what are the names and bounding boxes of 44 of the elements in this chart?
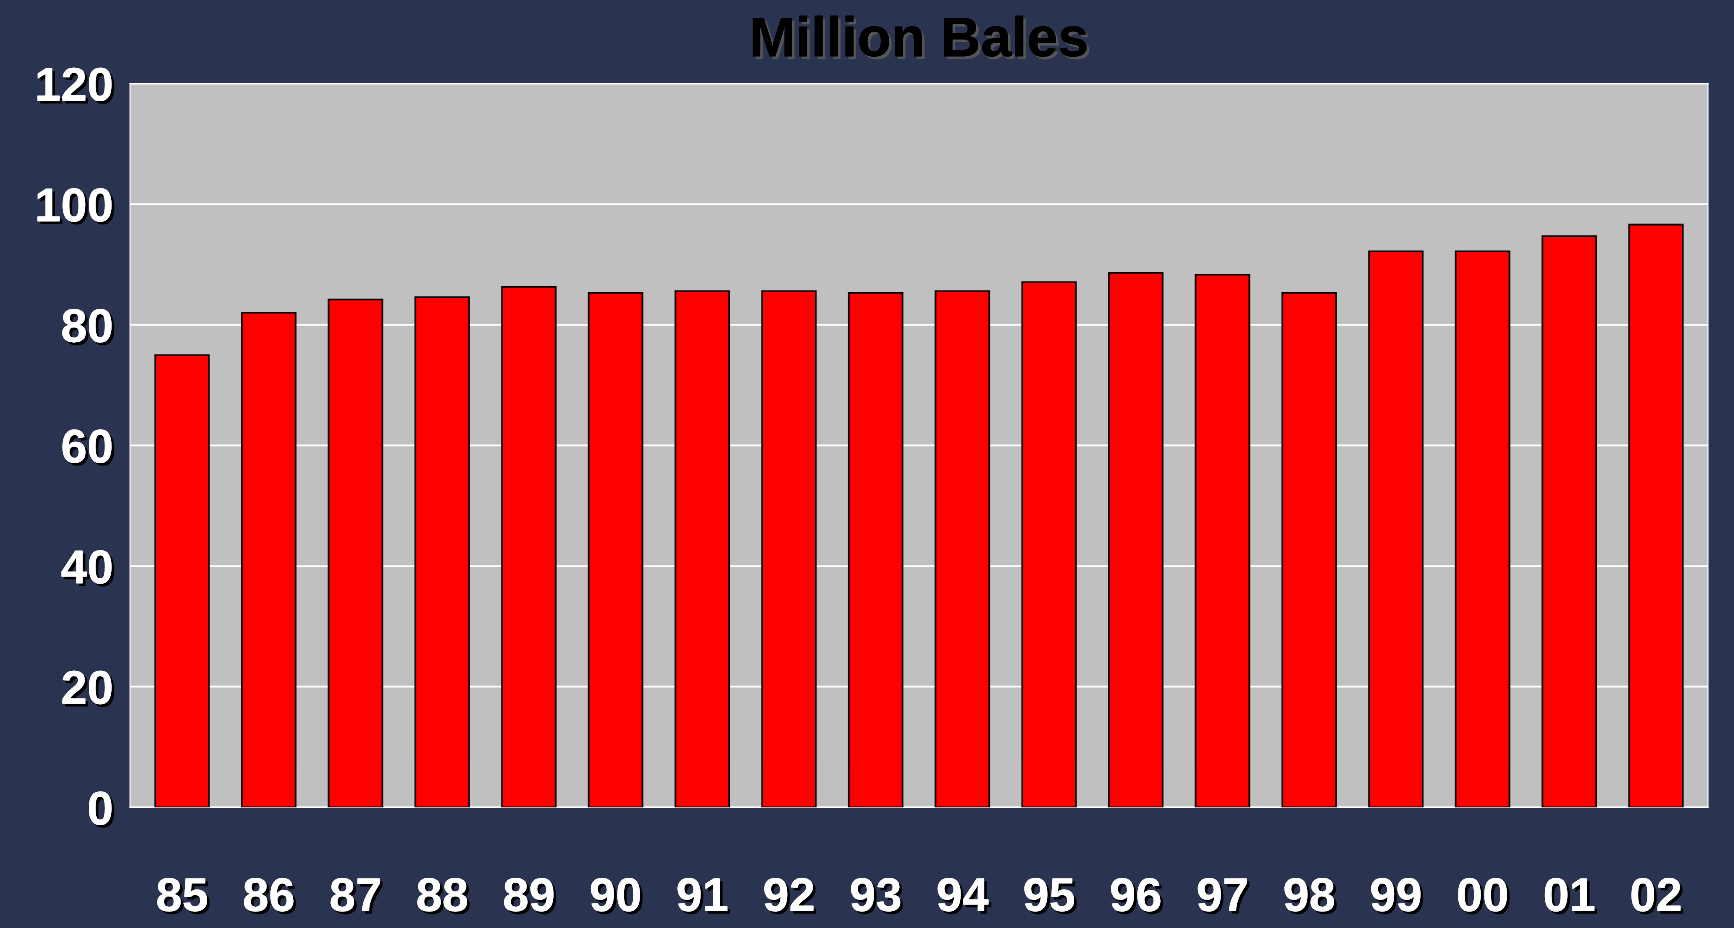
bar: [1194, 273, 1251, 808]
y-tick-label: 0: [88, 791, 115, 828]
y-tick-label: 60: [62, 429, 115, 466]
bar: [414, 296, 470, 808]
x-tick-label: 89: [504, 878, 557, 915]
bar: [761, 290, 817, 808]
y-tick-label: 100: [37, 188, 115, 225]
bar: [1541, 235, 1597, 808]
y-tick-label: 20: [62, 670, 115, 708]
x-tick-label: 87: [330, 878, 383, 915]
x-tick-label: 98: [1284, 878, 1337, 915]
x-tick-label: 02: [1631, 878, 1684, 915]
x-tick-label: 93: [851, 878, 904, 915]
bar: [847, 291, 904, 808]
bar: [587, 291, 644, 808]
x-tick-label: 91: [677, 878, 730, 915]
bar: [1281, 291, 1337, 808]
y-tick-label: 80: [62, 308, 115, 346]
x-tick-label: 86: [244, 878, 297, 915]
x-tick-label: 00: [1458, 878, 1510, 915]
y-tick-label: 40: [61, 550, 115, 587]
y-tick-label: 120: [37, 67, 115, 104]
x-tick-label: 94: [937, 878, 992, 915]
bar: [241, 311, 297, 808]
bar: [154, 354, 210, 808]
chart-title: Million Bales: [752, 15, 1090, 60]
bar: [674, 290, 730, 808]
x-tick-label: 92: [764, 878, 817, 915]
x-tick-label: 99: [1371, 878, 1424, 915]
bar: [1454, 250, 1511, 808]
x-tick-label: 96: [1111, 878, 1164, 915]
bar: [501, 285, 557, 808]
bar: [1021, 281, 1077, 808]
x-tick-label: 95: [1024, 878, 1077, 915]
bar: [1628, 223, 1684, 808]
x-tick-label: 85: [157, 878, 210, 915]
bar: [934, 290, 991, 808]
x-tick-label: 01: [1544, 878, 1597, 915]
bar: [1108, 272, 1164, 808]
bar: [327, 298, 384, 808]
x-tick-label: 97: [1197, 878, 1250, 915]
x-tick-label: 90: [590, 878, 643, 915]
x-tick-label: 88: [417, 878, 470, 915]
bar: [1368, 250, 1424, 808]
